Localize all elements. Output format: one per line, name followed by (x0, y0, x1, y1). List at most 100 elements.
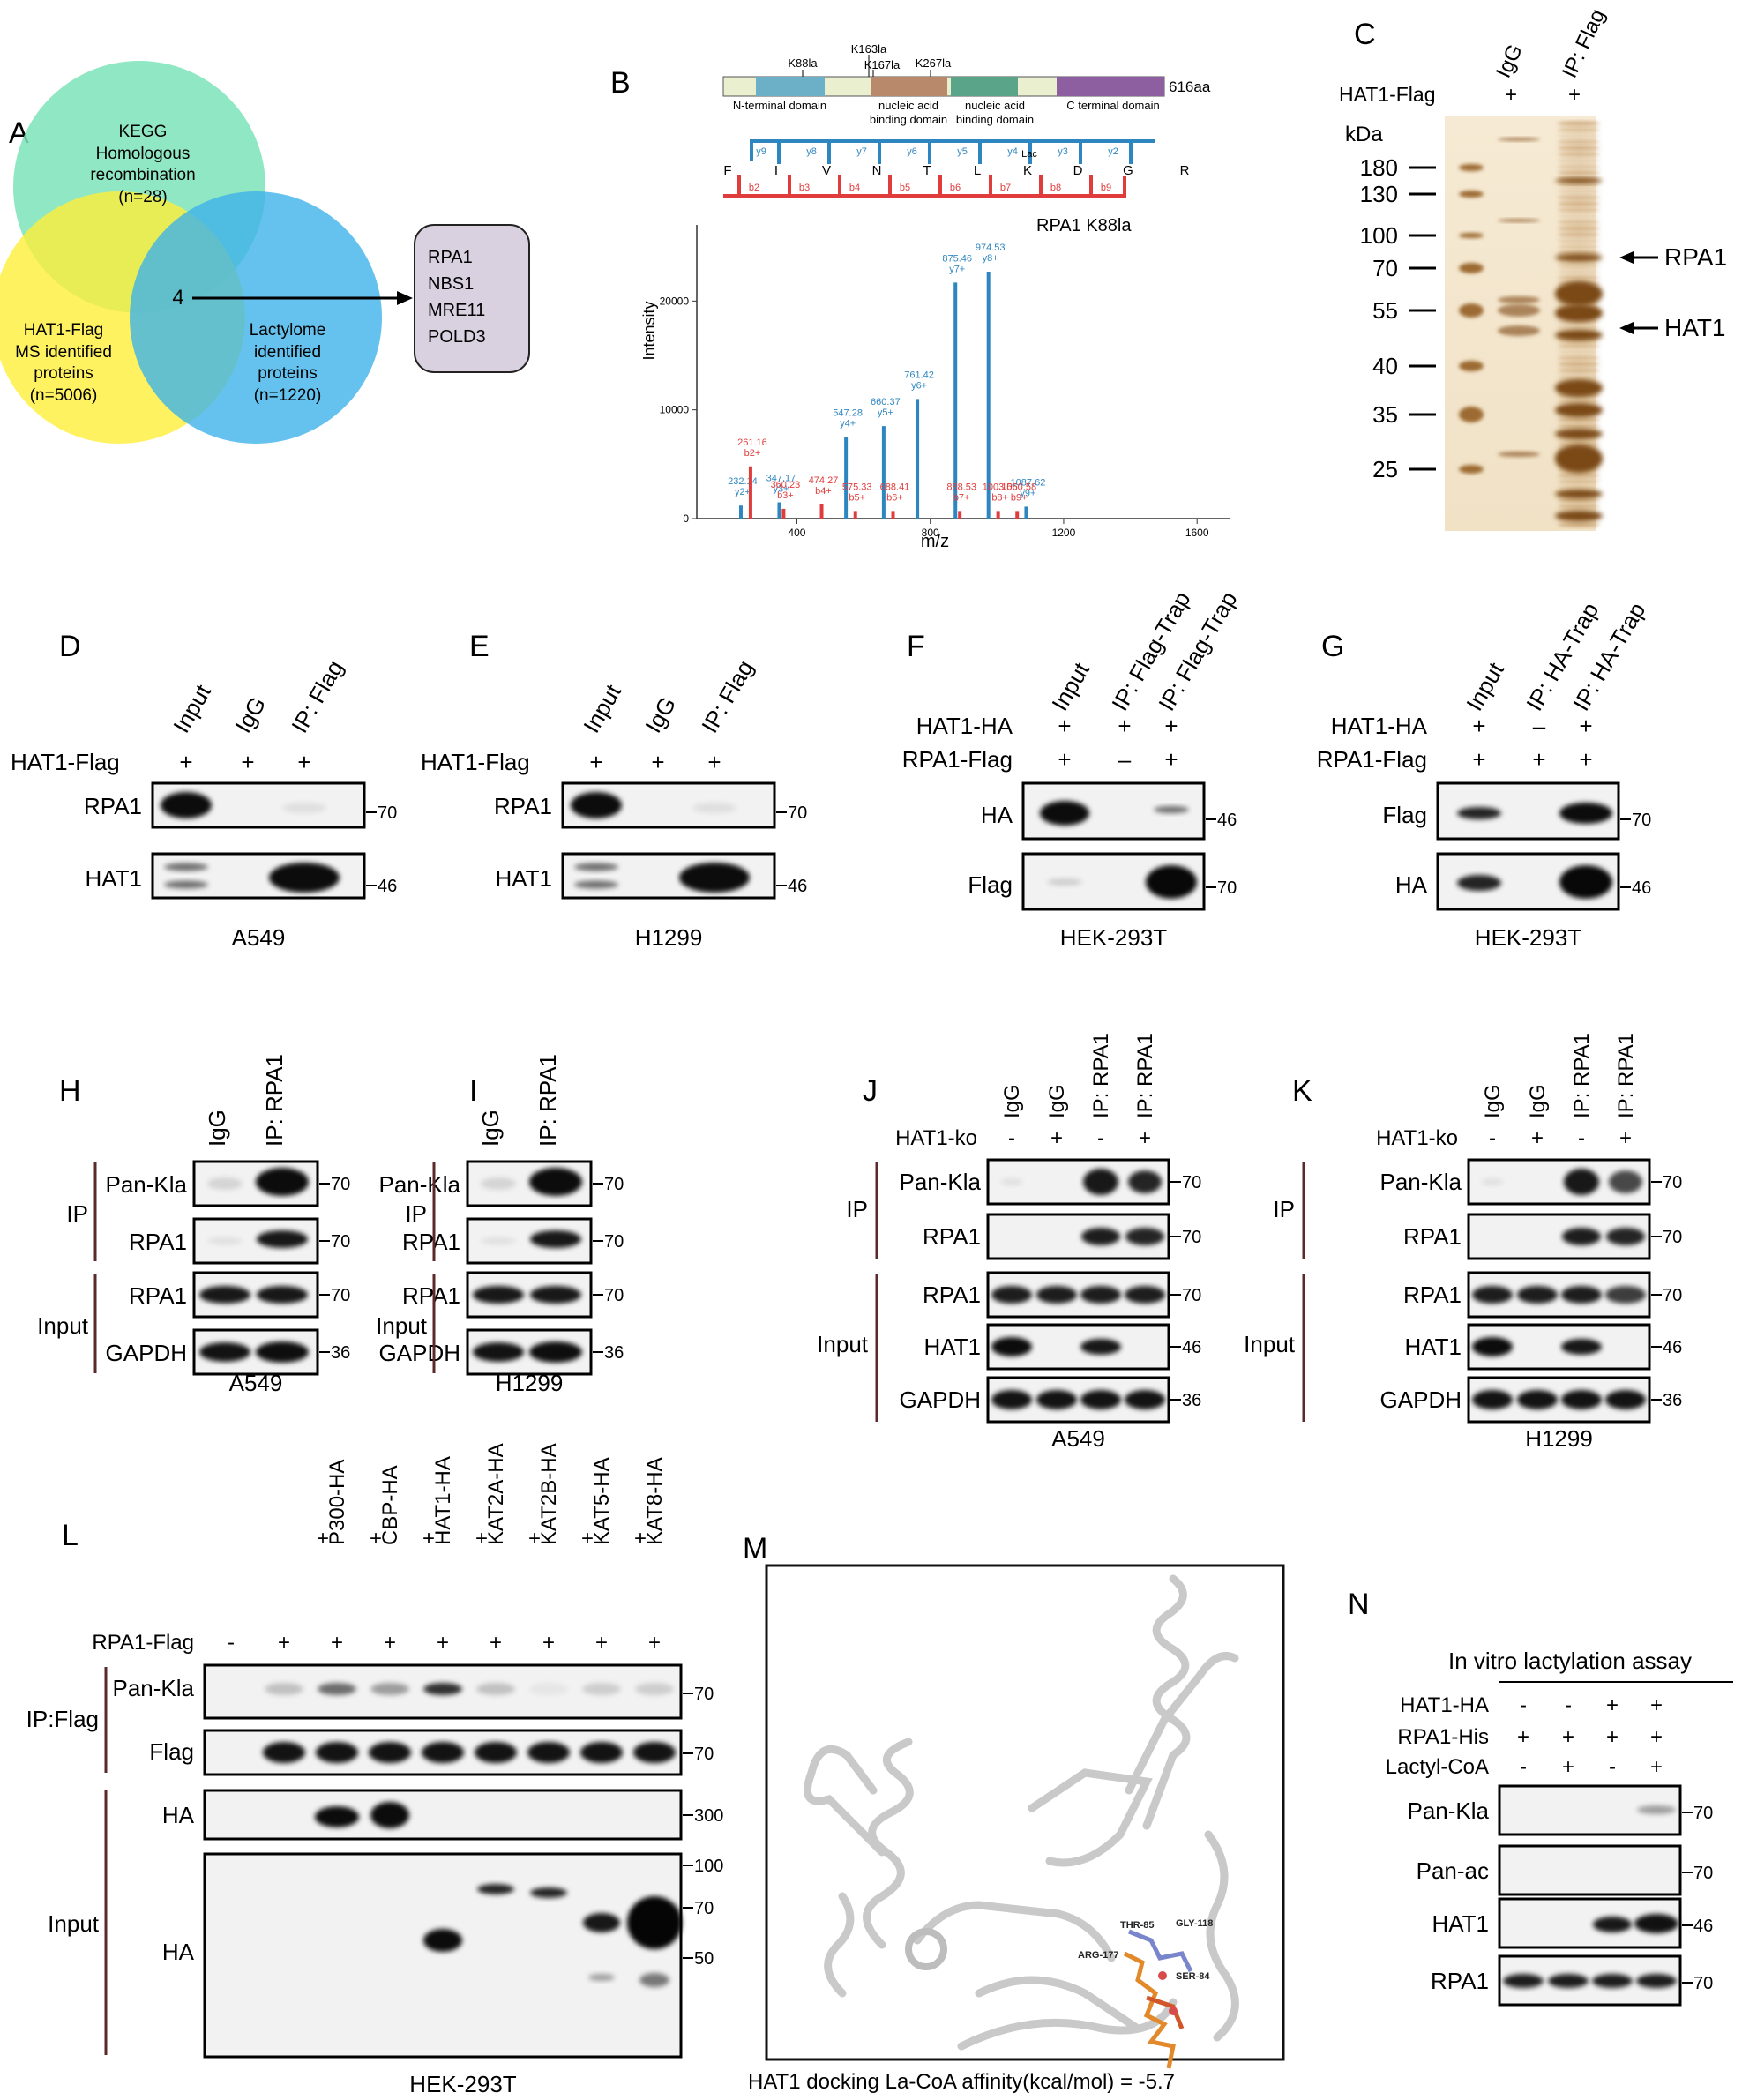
gel-band (1555, 511, 1603, 521)
gel-smear (1558, 220, 1600, 225)
blot-label: Pan-Kla (113, 1675, 195, 1701)
band (1080, 1339, 1121, 1355)
band (199, 1286, 250, 1304)
band (1605, 1390, 1646, 1409)
band (256, 1341, 309, 1363)
band (1606, 1228, 1645, 1245)
band (473, 1286, 524, 1304)
amino-acid: I (774, 163, 778, 178)
peak-mz-label: 261.16 (737, 437, 767, 448)
band (1125, 1286, 1165, 1304)
gel-smear (1558, 362, 1600, 367)
domain-label: C terminal domain (1066, 99, 1160, 112)
gel-smear (1558, 275, 1600, 280)
gel-smear (1558, 497, 1600, 503)
peak-ion-label: y4+ (840, 419, 856, 430)
condition-sign: - (228, 1631, 235, 1655)
peak-mz-label: 1003.56 (983, 482, 1018, 492)
venn-label: proteins (258, 364, 318, 383)
condition-sign: + (1164, 746, 1178, 773)
row-label: HAT1-Flag (1339, 83, 1436, 106)
band (1000, 1178, 1023, 1185)
venn-overlap-count: 4 (172, 286, 183, 310)
gel-smear (1558, 170, 1600, 176)
lactylation-site: K167la (864, 58, 901, 71)
gel-band (1498, 325, 1540, 336)
ligand-la-coa (1123, 1929, 1193, 2069)
group-label: IP (1273, 1196, 1295, 1222)
mw-label: 70 (788, 803, 807, 823)
group-label: IP (405, 1200, 427, 1227)
y-tick-label: 0 (683, 512, 689, 525)
band (207, 1237, 243, 1244)
gel-band (1459, 233, 1484, 238)
condition-sign: + (317, 1527, 329, 1551)
blot-label: GAPDH (379, 1340, 460, 1366)
band (991, 1286, 1032, 1304)
band (1036, 1286, 1077, 1304)
row-label: HAT1-HA (1400, 1693, 1489, 1717)
amino-acid: T (923, 163, 931, 178)
b-ion-label: b5 (900, 183, 910, 193)
band (571, 792, 622, 818)
condition-sign: - (1609, 1755, 1616, 1779)
group-label: IP (846, 1196, 868, 1222)
band (1083, 1169, 1118, 1195)
condition-sign: - (1489, 1126, 1496, 1150)
peak-mz-label: 660.37 (871, 397, 901, 407)
blot-label: Pan-Kla (1408, 1797, 1490, 1824)
band (1472, 1337, 1513, 1356)
band (1637, 1805, 1676, 1814)
panel-letter: H (59, 1074, 81, 1108)
band (1457, 807, 1501, 819)
gel-band (1459, 191, 1484, 198)
band (1125, 1228, 1164, 1245)
blot-label: Flag (149, 1738, 194, 1765)
panel-letter: G (1321, 630, 1344, 663)
band (991, 1337, 1032, 1356)
mw-label: 70 (1217, 878, 1237, 898)
lane-label: CBP-HA (378, 1465, 402, 1545)
gel-smear (1558, 343, 1600, 348)
peptide-sequence: F I V N T L K D G Ry9 b2 y8 b3 y7 b4 y6 b5 y5 b6 y4 b7 y3 b8 y2… (723, 139, 1190, 198)
venn-lactylome (130, 191, 382, 444)
peak-mz-label: 474.27 (809, 475, 839, 486)
blot-label: RPA1 (1431, 1968, 1489, 1994)
peak-mz-label: 688.41 (880, 482, 910, 492)
lane-label: IgG (1492, 41, 1528, 81)
band (207, 1177, 243, 1190)
result-protein: NBS1 (428, 274, 474, 294)
condition-sign: + (1118, 713, 1131, 739)
mw-label: 70 (604, 1286, 624, 1305)
arrow-hat1: HAT1 (1619, 314, 1726, 341)
band (1593, 1917, 1632, 1932)
venn-label: (n=1220) (254, 386, 322, 405)
gel-smear (1558, 146, 1600, 151)
mw-marker-label: 55 (1372, 297, 1398, 324)
cell-line-label: H1299 (635, 924, 703, 951)
band (1548, 1974, 1589, 1988)
panel-letter: K (1292, 1074, 1312, 1108)
blot-label: RPA1 (402, 1229, 460, 1255)
peak-ion-label: b3+ (777, 490, 794, 501)
mw-marker-label: 100 (1360, 222, 1398, 249)
residue-label: ARG-177 (1078, 1950, 1118, 1961)
group-label: Input (1244, 1331, 1296, 1357)
amino-acid: N (872, 163, 882, 178)
y-ion-label: y3 (1058, 146, 1068, 157)
gel-band (1498, 304, 1540, 317)
docking-caption: HAT1 docking La-CoA affinity(kcal/mol) =… (748, 2070, 1175, 2094)
lane-label: IgG (1000, 1084, 1024, 1118)
band (282, 803, 326, 813)
panel-m: M THR-85 GLY-118 ARG-177 SER-84 (743, 1532, 1285, 2094)
band (529, 1683, 568, 1695)
domain-block (1057, 77, 1164, 96)
blot-label: Pan-Kla (1380, 1169, 1462, 1195)
band (635, 1683, 674, 1695)
band (1503, 1974, 1544, 1988)
condition-sign: + (1650, 1755, 1663, 1779)
band (370, 1683, 409, 1695)
condition-sign: + (1606, 1725, 1619, 1749)
peak-mz-label: 974.53 (976, 243, 1006, 253)
